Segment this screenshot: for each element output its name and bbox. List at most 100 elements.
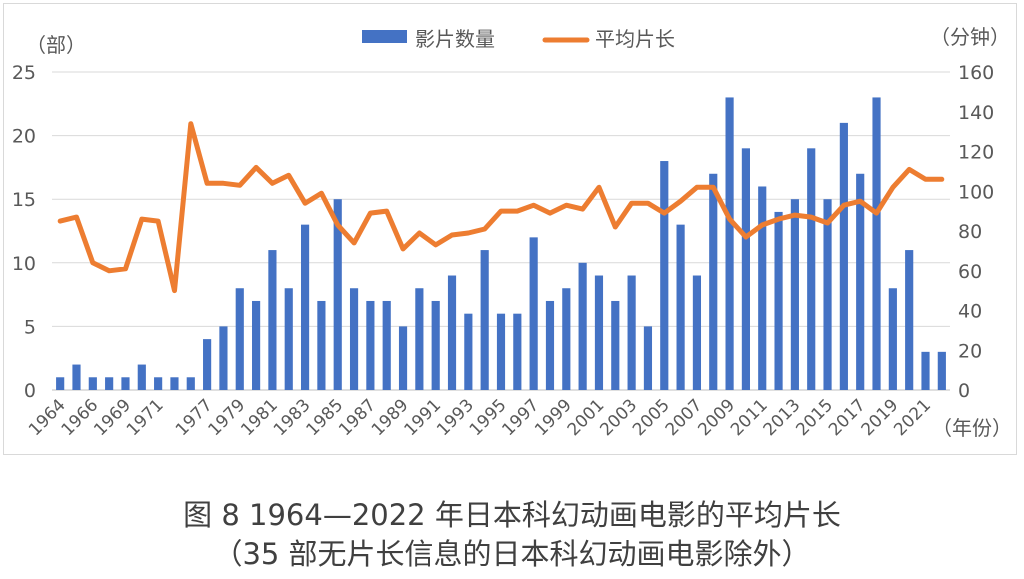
bar [186,377,195,390]
right-tick-label: 160 [958,62,994,84]
bar [725,97,734,390]
x-axis-label: （年份） [932,416,1012,440]
x-tick-label: 2015 [792,395,837,440]
x-tick-label: 1989 [368,395,413,440]
bar [594,275,604,390]
bar [921,351,930,390]
bar [676,224,685,390]
caption-title: 图 8 1964—2022 年日本科幻动画电影的平均片长 [183,498,841,532]
right-tick-label: 120 [958,142,994,164]
bar [252,300,261,390]
right-tick-label: 60 [958,261,982,283]
x-tick-label: 2009 [694,395,739,440]
left-tick-label: 0 [24,380,36,402]
x-tick-label: 1964 [25,395,70,440]
bar [56,377,65,390]
bar [643,326,653,390]
right-tick-label: 0 [958,380,970,402]
bar [888,288,897,390]
bar [268,250,277,390]
x-tick-label: 2019 [858,395,903,440]
bar [758,186,767,390]
right-tick-label: 20 [958,340,982,362]
legend-bar-label: 影片数量 [415,27,495,51]
bar [121,377,130,390]
x-tick-label: 1995 [466,395,511,440]
bar [578,262,587,390]
x-tick-label: 2007 [662,395,707,440]
left-tick-label: 15 [12,189,36,211]
x-tick-label: 2003 [596,395,641,440]
bar [709,173,718,390]
x-tick-label: 2011 [727,395,772,440]
x-tick-label: 1983 [270,395,315,440]
bar [317,300,326,390]
caption-note: （35 部无片长信息的日本科幻动画电影除外） [213,537,811,571]
x-tick-label: 2001 [564,395,609,440]
bar [382,300,391,390]
bar [349,288,359,390]
legend-bar-swatch [362,30,407,43]
right-tick-label: 80 [958,221,982,243]
x-tick-label: 2017 [825,395,870,440]
bar [774,211,783,390]
left-tick-label: 20 [12,126,36,148]
bar [823,199,832,390]
bar [611,300,620,390]
x-tick-label: 1999 [531,395,576,440]
chart: 0 5 10 15 20 25 0 20 40 60 80 100 120 140 160 （部） （分钟） （年… [12,25,1012,440]
x-tick-label: 1977 [172,395,217,440]
x-tick-label: 1997 [498,395,543,440]
bar [692,275,702,390]
x-tick-label: 1981 [237,395,282,440]
bar [741,148,750,390]
bar [627,275,636,390]
bar [545,300,555,390]
bar [660,161,669,390]
bar [154,377,163,390]
right-axis-label: （分钟） [930,25,1010,49]
bar [464,313,473,390]
bar [333,199,342,390]
bar [447,275,457,390]
bar [807,148,816,390]
bar [300,224,310,390]
x-tick-label: 1971 [123,395,168,440]
x-tick-label: 1993 [433,395,478,440]
x-tick-label: 2013 [760,395,805,440]
bar [513,313,522,390]
bar [790,199,799,390]
bar [105,377,114,390]
legend-line-label: 平均片长 [595,27,675,51]
x-tick-label: 1966 [58,395,103,440]
x-tick-label: 1985 [303,395,348,440]
left-tick-label: 5 [24,316,36,338]
bar [219,326,228,390]
bar [839,122,848,390]
x-tick-label: 1969 [90,395,135,440]
x-tick-label: 2005 [629,395,674,440]
bar [480,250,489,390]
bar [137,364,146,390]
right-tick-label: 100 [958,181,994,203]
bar [88,377,97,390]
bar [203,339,212,390]
left-axis-label: （部） [26,33,86,57]
line-series-avg-length [57,121,945,294]
bar [235,288,244,390]
bar [170,377,179,390]
bar [562,288,571,390]
right-tick-label: 140 [958,102,994,124]
bar [284,288,293,390]
bar [937,351,946,390]
bar [398,326,408,390]
x-tick-label: 2021 [890,395,935,440]
x-tick-label: 1979 [205,395,250,440]
x-tick-label: 1987 [335,395,380,440]
right-tick-label: 40 [958,301,982,323]
bar [366,300,375,390]
bar [856,173,865,390]
bar [529,237,538,390]
left-tick-label: 10 [12,253,36,275]
